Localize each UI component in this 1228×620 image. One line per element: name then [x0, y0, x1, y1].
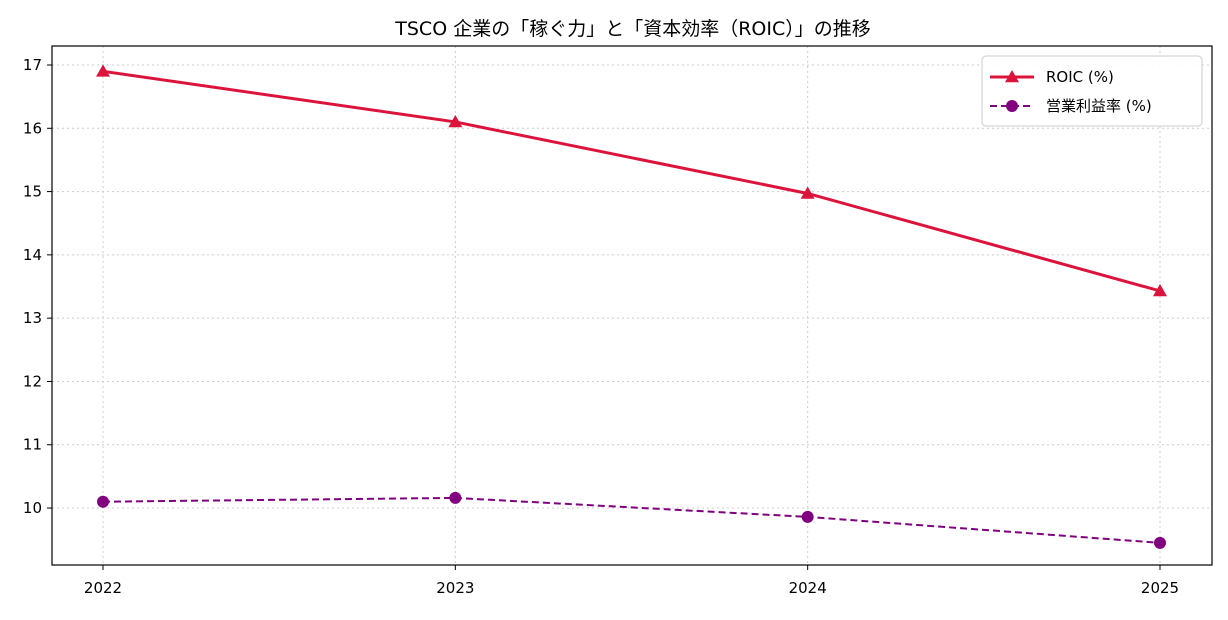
- data-point: [449, 491, 462, 504]
- data-point: [97, 495, 109, 508]
- chart-title: TSCO 企業の「稼ぐ力」と「資本効率（ROIC）」の推移: [394, 18, 870, 40]
- y-tick-label: 10: [23, 499, 42, 517]
- x-tick-label: 2022: [84, 579, 122, 597]
- data-point: [448, 114, 463, 128]
- x-tick-label: 2023: [436, 579, 474, 597]
- y-tick-label: 13: [23, 309, 42, 327]
- legend-label: ROIC (%): [1046, 68, 1114, 86]
- legend-label: 営業利益率 (%): [1046, 97, 1152, 115]
- legend-marker: [1006, 100, 1018, 112]
- series-layer: [96, 64, 1167, 549]
- plot-frame: [51, 45, 1213, 566]
- y-tick-label: 11: [23, 436, 42, 454]
- series-line: [102, 69, 1161, 293]
- legend: ROIC (%) 営業利益率 (%): [981, 55, 1203, 127]
- y-tick-label: 14: [23, 246, 42, 264]
- y-tick-label: 12: [23, 372, 42, 390]
- series-1: [97, 491, 1166, 549]
- data-point: [800, 186, 815, 199]
- series-0: [96, 64, 1167, 297]
- y-tick-label: 15: [23, 183, 42, 201]
- axes: 2022 2023 2024 2025 10 11 12 13 14 15 16 17: [23, 45, 1213, 597]
- y-tick-label: 17: [23, 56, 42, 74]
- series-line: [102, 496, 1161, 544]
- legend-box: [981, 55, 1203, 127]
- data-point: [1153, 283, 1167, 297]
- grid: [52, 46, 1212, 565]
- y-tick-label: 16: [23, 119, 42, 137]
- x-tick-label: 2024: [789, 579, 827, 597]
- data-point: [1154, 536, 1166, 549]
- data-point: [801, 510, 814, 523]
- x-tick-label: 2025: [1141, 579, 1179, 597]
- legend-marker: [1005, 70, 1019, 83]
- data-point: [96, 64, 110, 77]
